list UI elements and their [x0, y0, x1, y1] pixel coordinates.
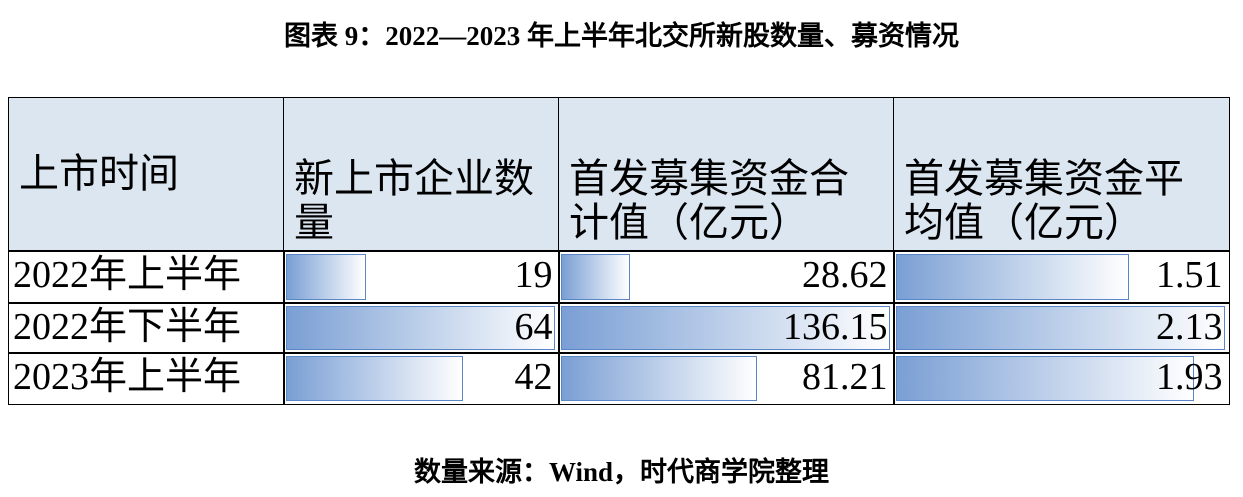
- table-cell: 81.21: [558, 352, 895, 405]
- cell-text: 2022年下半年: [13, 306, 242, 348]
- header-text: 上市时间: [19, 151, 179, 197]
- header-text: 首发募集资金平均值（亿元）: [904, 155, 1184, 245]
- cell-text: 2022年上半年: [13, 254, 242, 296]
- cell-text: 2.13: [1156, 306, 1223, 348]
- table-cell: 2.13: [893, 302, 1230, 354]
- data-bar: [896, 356, 1195, 401]
- data-bar: [561, 306, 890, 350]
- table-cell: 64: [283, 302, 560, 354]
- cell-text: 136.15: [783, 306, 888, 348]
- title: 图表 9：2022—2023 年上半年北交所新股数量、募资情况: [284, 21, 959, 51]
- source: 数量来源：Wind，时代商学院整理: [413, 457, 830, 487]
- table-cell: 2022年上半年: [8, 250, 285, 304]
- cell-text: 1.93: [1156, 356, 1223, 398]
- data-bar: [286, 254, 366, 300]
- table-cell: 28.62: [558, 250, 895, 304]
- data-bar: [896, 254, 1130, 300]
- table: 上市时间 新上市企业数量 首发募集资金合计值（亿元） 首发募集资金平均值（亿元） 202…: [8, 97, 1230, 405]
- header-cell: 首发募集资金合计值（亿元）: [558, 97, 895, 252]
- data-bar: [896, 306, 1225, 350]
- cell-text: 64: [514, 306, 553, 348]
- data-bar: [286, 356, 463, 401]
- header-cell: 上市时间: [8, 97, 285, 252]
- table-cell: 42: [283, 352, 560, 405]
- data-bar: [561, 356, 758, 401]
- header-text: 首发募集资金合计值（亿元）: [569, 155, 849, 245]
- table-cell: 2023年上半年: [8, 352, 285, 405]
- cell-text: 2023年上半年: [13, 356, 242, 398]
- cell-text: 81.21: [802, 356, 888, 398]
- header-cell: 首发募集资金平均值（亿元）: [893, 97, 1230, 252]
- header-cell: 新上市企业数量: [283, 97, 560, 252]
- header-text: 新上市企业数量: [294, 155, 534, 245]
- cell-text: 28.62: [802, 254, 888, 296]
- table-cell: 2022年下半年: [8, 302, 285, 354]
- table-cell: 19: [283, 250, 560, 304]
- cell-text: 19: [514, 254, 553, 296]
- table-cell: 136.15: [558, 302, 895, 354]
- cell-text: 1.51: [1156, 254, 1223, 296]
- cell-text: 42: [514, 356, 553, 398]
- table-cell: 1.51: [893, 250, 1230, 304]
- table-cell: 1.93: [893, 352, 1230, 405]
- data-bar: [286, 306, 555, 350]
- data-bar: [561, 254, 631, 300]
